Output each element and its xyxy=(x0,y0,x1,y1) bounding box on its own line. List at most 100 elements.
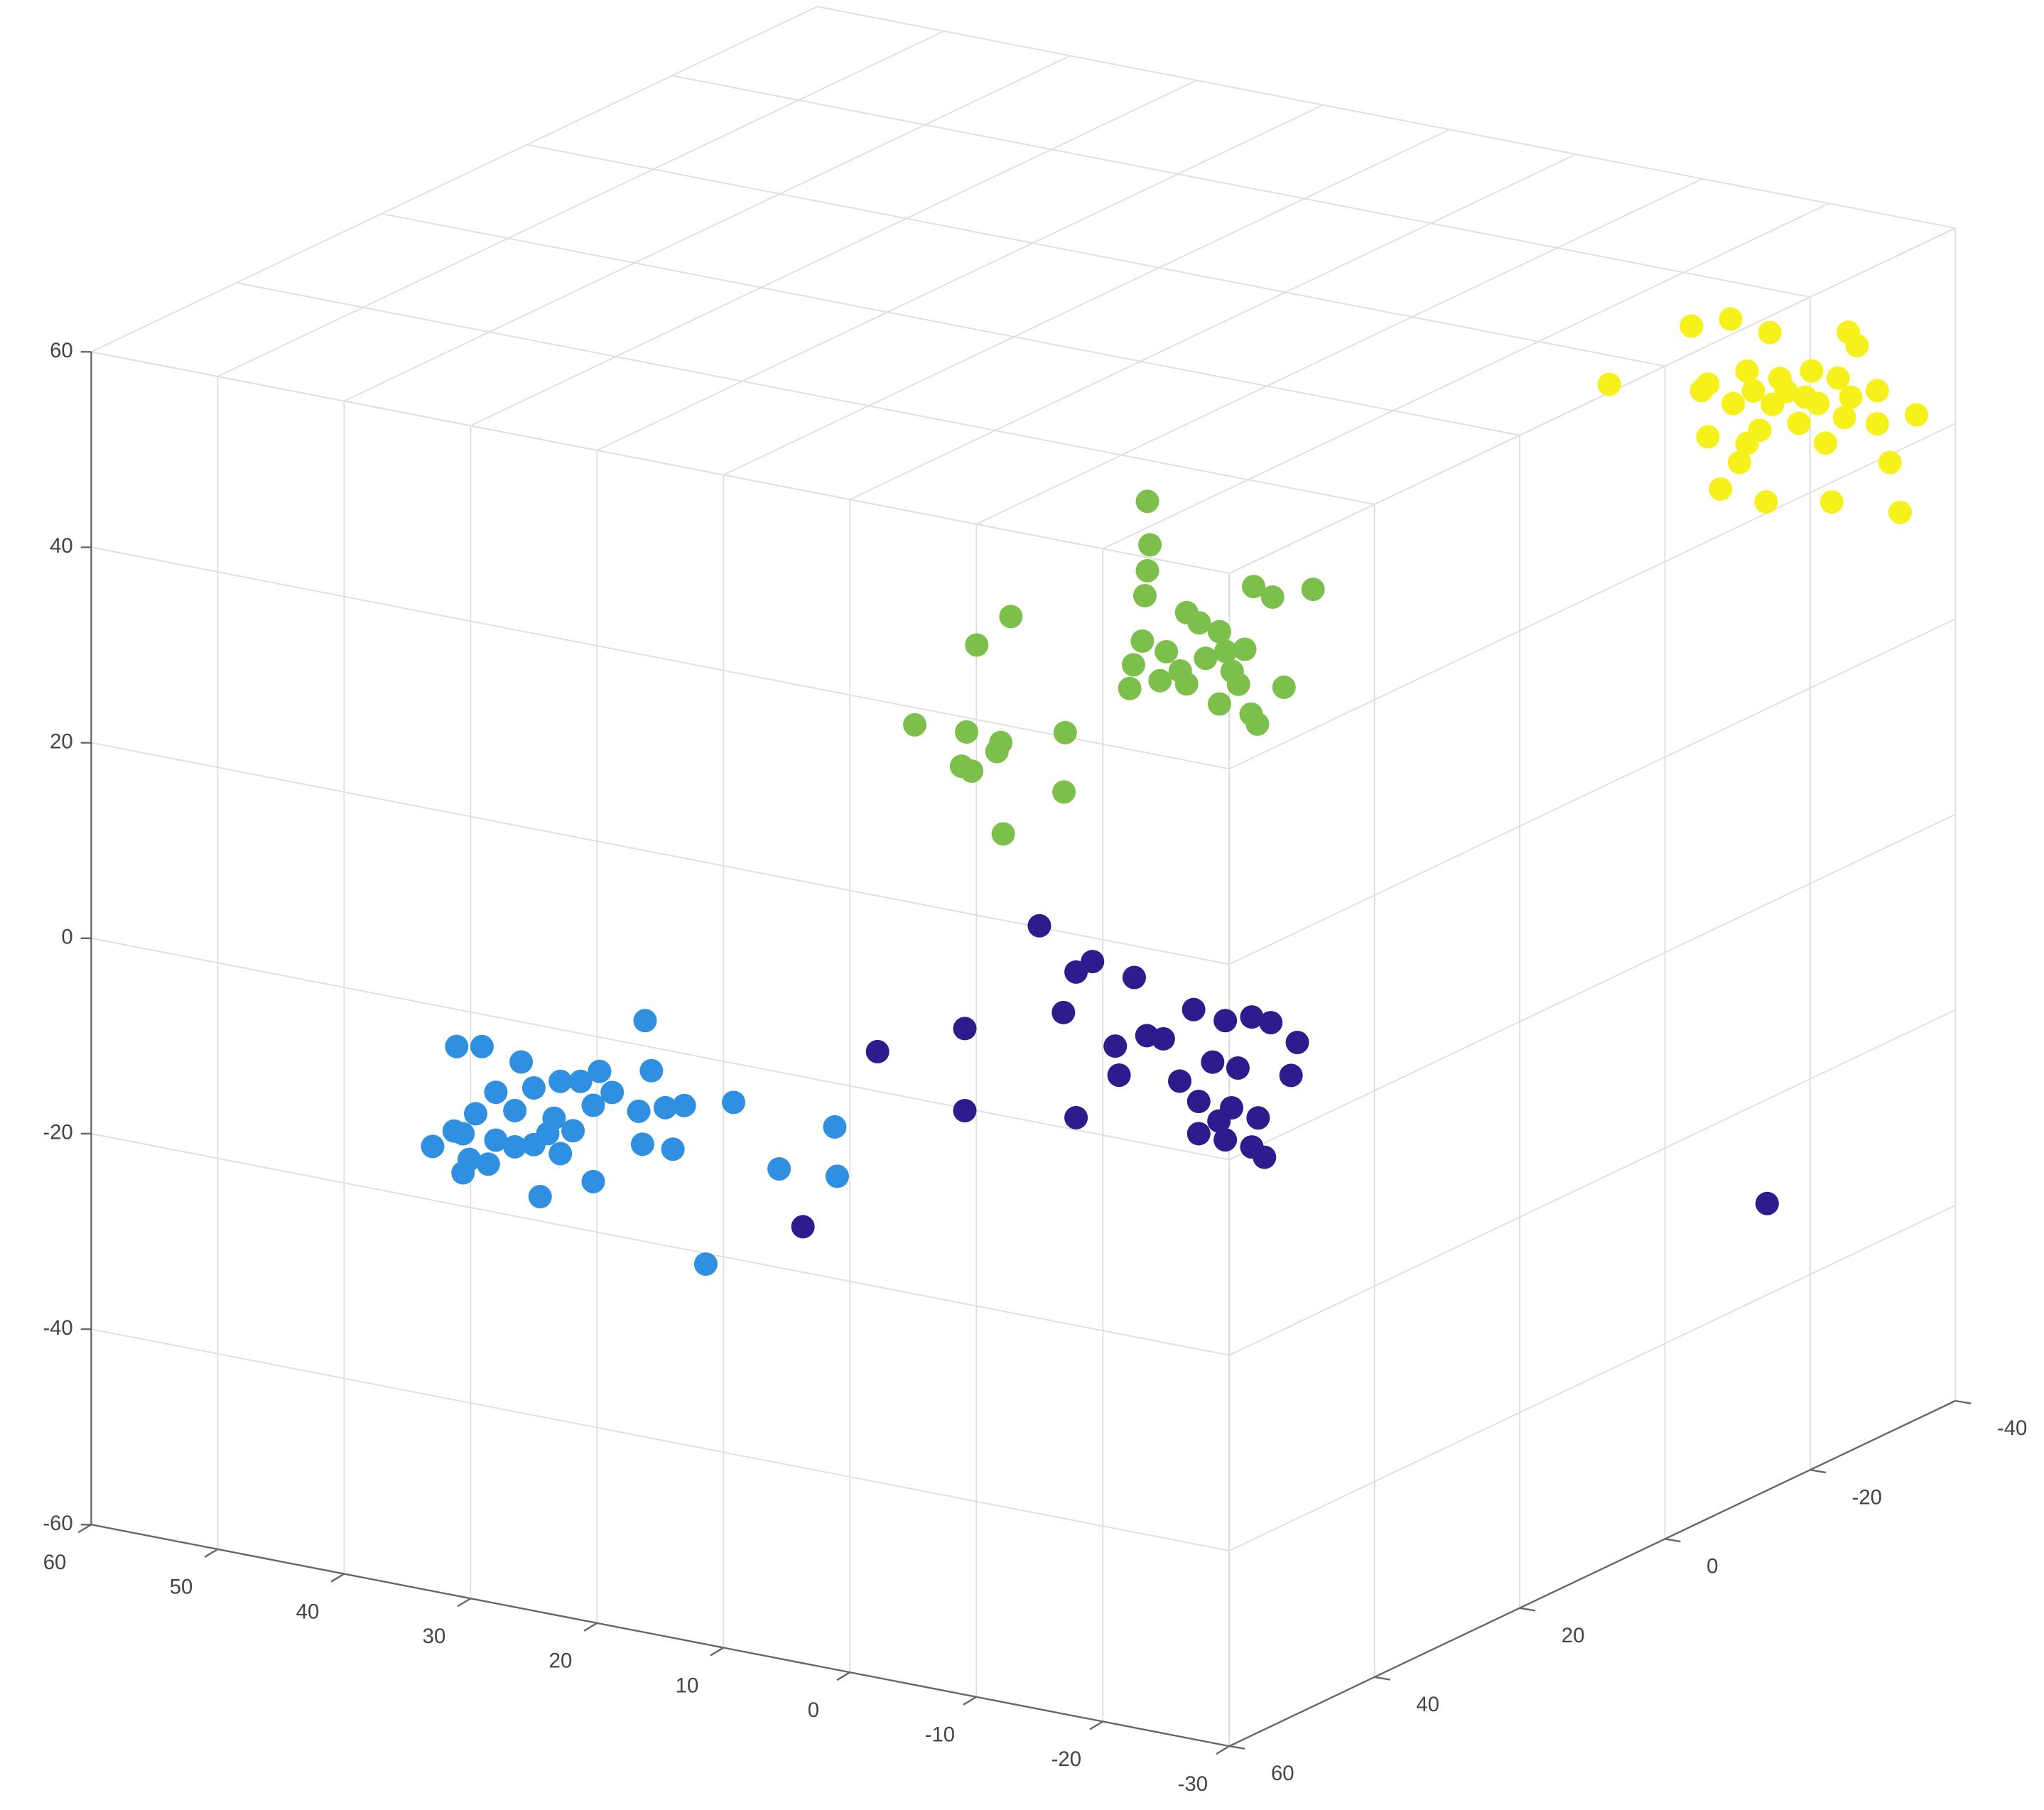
scatter-point xyxy=(1253,1145,1277,1169)
scatter-point xyxy=(1832,406,1856,430)
x-tick-label: 50 xyxy=(170,1576,193,1599)
scatter-point xyxy=(1135,489,1159,514)
scatter-point xyxy=(1207,692,1231,716)
x-tick xyxy=(1089,1720,1103,1730)
scatter-point xyxy=(1246,1106,1270,1130)
y-tick xyxy=(1810,1469,1827,1474)
scatter-point xyxy=(1181,997,1206,1021)
x-tick xyxy=(583,1622,597,1632)
scatter-point xyxy=(1689,379,1714,403)
scatter-point xyxy=(561,1119,585,1143)
scatter-point xyxy=(445,1034,469,1058)
scatter-point xyxy=(484,1128,508,1152)
scatter-point xyxy=(1878,450,1902,475)
x-tick xyxy=(710,1647,724,1657)
scatter-point xyxy=(1151,1026,1175,1051)
scatter-point xyxy=(1259,1011,1283,1035)
z-tick-label: 60 xyxy=(50,339,73,362)
scatter-point xyxy=(722,1090,746,1115)
scatter-point xyxy=(1240,1005,1264,1029)
scatter-point xyxy=(1148,668,1172,693)
grid-line xyxy=(382,212,1520,436)
x-tick-label: -10 xyxy=(925,1723,955,1747)
scatter-point xyxy=(1845,334,1869,358)
scatter-point xyxy=(633,1009,657,1033)
scatter-point xyxy=(1168,1069,1192,1093)
x-tick xyxy=(1216,1745,1230,1755)
scatter-point xyxy=(1719,307,1743,331)
scatter-point xyxy=(1052,780,1076,804)
y-axis xyxy=(1228,1399,1956,1747)
z-tick-label: 20 xyxy=(50,730,73,753)
scatter-point xyxy=(568,1069,593,1093)
z-tick-label: -60 xyxy=(43,1512,72,1535)
scatter-point xyxy=(1121,653,1145,677)
grid-line xyxy=(817,6,1956,229)
grid-line xyxy=(671,75,1811,298)
x-tick xyxy=(963,1696,977,1706)
grid-line xyxy=(1228,227,1956,574)
scatter-point xyxy=(955,720,979,744)
grid-line xyxy=(1228,1205,1956,1551)
grid-line xyxy=(1228,423,1956,770)
scatter-point xyxy=(1213,639,1238,663)
x-tick-label: 40 xyxy=(296,1600,320,1623)
grid-line xyxy=(91,1133,1230,1356)
scatter-point xyxy=(1103,1034,1128,1058)
scatter-point xyxy=(1819,490,1844,514)
scatter-point xyxy=(1735,431,1759,455)
grid-line xyxy=(91,1328,1230,1551)
scatter-point xyxy=(965,633,989,657)
grid-line xyxy=(1228,618,1956,965)
grid-line xyxy=(91,742,1230,965)
z-tick-label: 40 xyxy=(50,534,73,558)
scatter-point xyxy=(1279,1063,1303,1088)
grid-line xyxy=(217,30,944,377)
y-tick-label: -40 xyxy=(1997,1416,2027,1440)
scatter-point xyxy=(1754,490,1778,514)
scatter-point xyxy=(960,759,984,783)
scatter-point xyxy=(451,1161,475,1185)
scatter-point xyxy=(600,1080,624,1105)
scatter-point xyxy=(548,1142,573,1166)
y-tick xyxy=(1374,1676,1390,1681)
x-tick xyxy=(77,1524,92,1534)
scatter-point xyxy=(588,1059,612,1083)
scatter-point xyxy=(1285,1030,1309,1054)
scatter-point xyxy=(1226,672,1250,696)
scatter-point xyxy=(476,1152,500,1176)
scatter-point xyxy=(1696,425,1720,449)
x-tick xyxy=(457,1598,471,1608)
scatter-point xyxy=(1260,585,1285,609)
scatter-point xyxy=(1027,914,1051,938)
grid-line xyxy=(526,143,1665,367)
scatter-point xyxy=(1233,637,1257,661)
scatter-point xyxy=(1242,575,1266,599)
scatter-point xyxy=(791,1215,815,1239)
scatter-point xyxy=(1174,672,1199,696)
grid-line xyxy=(91,351,1230,575)
x-tick xyxy=(330,1573,345,1583)
scatter-point xyxy=(1130,629,1155,654)
x-tick-label: 30 xyxy=(423,1625,446,1648)
y-tick-label: -20 xyxy=(1852,1485,1882,1509)
y-tick xyxy=(1955,1399,1972,1404)
scatter-point xyxy=(1138,533,1162,557)
scatter-point xyxy=(1155,639,1179,663)
z-tick-label: -40 xyxy=(43,1316,72,1340)
scatter-point xyxy=(999,605,1023,629)
scatter-point xyxy=(1118,676,1142,700)
scatter-point xyxy=(528,1185,552,1209)
scatter-point xyxy=(1301,578,1325,602)
scatter-point xyxy=(1839,385,1863,409)
scatter-point xyxy=(1758,320,1782,345)
scatter-point xyxy=(825,1164,850,1188)
x-tick-label: 60 xyxy=(43,1551,67,1574)
scatter-point xyxy=(581,1169,605,1193)
y-tick-label: 40 xyxy=(1416,1693,1439,1716)
scatter-point xyxy=(1122,965,1146,990)
scatter-point xyxy=(1194,646,1218,671)
x-axis xyxy=(91,1524,1230,1747)
grid-line xyxy=(91,937,1230,1161)
